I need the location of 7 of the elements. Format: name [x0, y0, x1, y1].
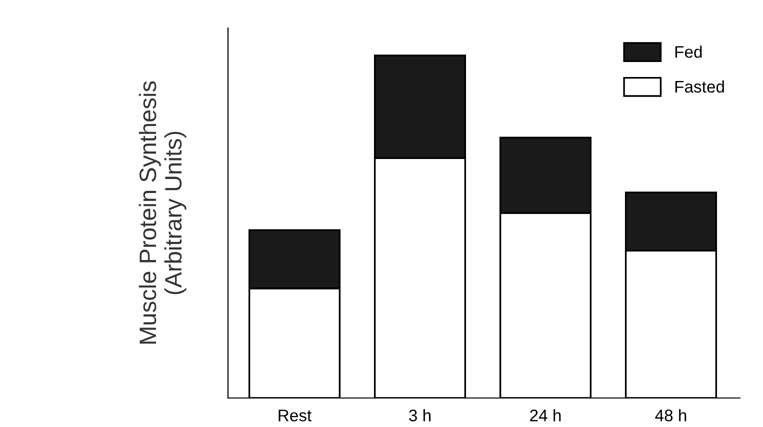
x-tick-label: 48 h [655, 409, 686, 422]
x-tick-label: 24 h [530, 409, 561, 422]
legend-label: Fed [675, 46, 702, 58]
legend-label: Fasted [675, 80, 724, 93]
y-axis-title: Muscle Protein Synthesis (Arbitrary Units) [138, 81, 186, 344]
x-tick-label: 3 h [409, 409, 431, 422]
x-tick-label: Rest [278, 410, 312, 422]
